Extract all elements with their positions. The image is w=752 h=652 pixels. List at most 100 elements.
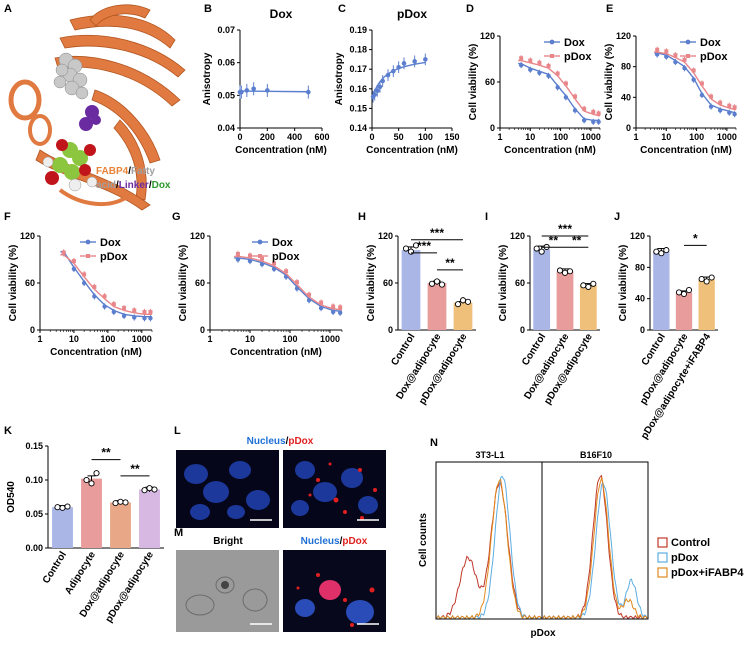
ligand-spheres-dox	[42, 139, 98, 192]
y-axis-label: Anisotropy	[202, 52, 213, 105]
replicate-point	[464, 298, 472, 305]
x-tick-label: 200	[260, 132, 275, 142]
panel-letter-j: J	[614, 211, 620, 223]
y-axis-label: Anisotropy	[334, 52, 345, 105]
data-point	[699, 92, 705, 98]
y-axis-label: Cell viability (%)	[468, 44, 479, 121]
y-tick-label: 0.04	[217, 123, 235, 133]
y-tick-label: 0.06	[217, 58, 235, 68]
legend-label: Control	[671, 537, 710, 549]
y-tick-label: 80	[635, 262, 645, 272]
legend-label: Dox	[272, 237, 294, 249]
significance-label: **	[445, 256, 455, 270]
panel-m-droplet	[221, 581, 229, 589]
replicate-point	[538, 248, 545, 255]
category-label: pDox@adipocyte	[417, 331, 470, 406]
panel-n-histograms	[436, 474, 648, 619]
y-axis-label: Cell viability (%)	[366, 245, 377, 322]
x-tick-label: 1000	[320, 334, 340, 344]
y-tick-label: 0	[388, 325, 393, 335]
bar	[401, 250, 421, 330]
chart-title: Dox	[270, 7, 293, 21]
data-point	[727, 110, 732, 115]
data-point	[581, 118, 587, 123]
replicate-point	[54, 504, 61, 511]
panel-l-pdox-dots	[308, 462, 377, 520]
x-tick-label: 10	[525, 132, 535, 142]
data-point	[102, 294, 107, 299]
data-point	[664, 49, 669, 54]
y-tick-label: 120	[190, 231, 205, 241]
fit-curve	[239, 90, 309, 93]
legend-marker	[549, 39, 555, 45]
data-point	[528, 58, 533, 63]
chart-title: pDox	[397, 7, 427, 21]
y-tick-label: 0	[626, 123, 631, 133]
data-point	[372, 92, 377, 97]
data-point	[111, 309, 117, 315]
data-point	[673, 59, 678, 65]
legend-label: pDox+iFABP4	[671, 567, 744, 579]
replicate-point	[428, 280, 436, 287]
panel-a-dox-label: Dox	[152, 180, 171, 191]
x-tick-label: 1000	[581, 132, 601, 142]
x-tick-label: 0	[369, 132, 374, 142]
data-point	[555, 85, 560, 90]
ligand-spheres-fatty-acid	[53, 52, 89, 100]
x-tick-label: 100	[553, 132, 568, 142]
category-label: Control	[41, 550, 69, 586]
panel-letter-i: I	[485, 211, 488, 223]
y-tick-label: 0.15	[25, 441, 43, 451]
panel-letter-m: M	[174, 527, 183, 539]
panel-m-cells	[185, 576, 268, 616]
replicate-point	[407, 248, 415, 255]
y-tick-label: 0.00	[25, 543, 43, 553]
data-point	[337, 310, 343, 315]
data-point	[295, 280, 300, 285]
data-point	[546, 63, 551, 68]
panel-n-flow: Cell counts pDox 3T3-L1 B16F10 Control pD…	[418, 450, 744, 639]
replicate-point	[459, 297, 467, 304]
panel-letter-f: F	[4, 211, 11, 223]
significance-label: ***	[430, 226, 444, 240]
data-point	[519, 56, 524, 61]
panel-a-fatty-label: Fatty	[131, 166, 155, 177]
data-point	[132, 308, 137, 313]
legend-label: pDox	[564, 51, 592, 63]
data-point	[682, 57, 687, 62]
data-point	[82, 272, 87, 277]
bar	[52, 507, 73, 548]
replicate-point	[402, 245, 410, 252]
x-axis-label: Concentration (nM)	[504, 145, 596, 156]
y-tick-label: 120	[616, 31, 631, 41]
data-point	[563, 81, 568, 86]
ligand-spheres-linker	[79, 105, 101, 131]
y-tick-label: 60	[383, 278, 393, 288]
data-point	[271, 266, 277, 272]
data-point	[142, 316, 147, 321]
data-point	[92, 294, 97, 299]
fit-curve-pdox	[654, 51, 736, 111]
legend-label: Dox	[100, 237, 122, 249]
y-tick-label: 0.07	[217, 25, 235, 35]
panel-letters: B C D E F G H I J K L M N	[4, 3, 620, 539]
data-point	[331, 304, 336, 309]
data-point	[235, 257, 241, 262]
legend-marker	[257, 239, 263, 245]
data-point	[423, 57, 428, 62]
y-tick-label: 40	[635, 294, 645, 304]
replicate-point	[685, 286, 693, 294]
y-tick-label: 120	[630, 231, 645, 241]
chart-c: 0.14 0.15 0.16 0.17 0.18 0.19 Anisotropy 0 50 100…	[334, 7, 460, 156]
replicate-point	[585, 283, 592, 290]
legend-marker	[686, 54, 690, 58]
replicate-point	[412, 242, 420, 249]
significance-label: **	[130, 462, 140, 476]
x-tick-label: 100	[100, 334, 115, 344]
bar	[81, 478, 102, 548]
histogram-pdox-ifabp4	[542, 476, 648, 619]
bar	[427, 283, 447, 330]
data-point	[572, 108, 578, 113]
